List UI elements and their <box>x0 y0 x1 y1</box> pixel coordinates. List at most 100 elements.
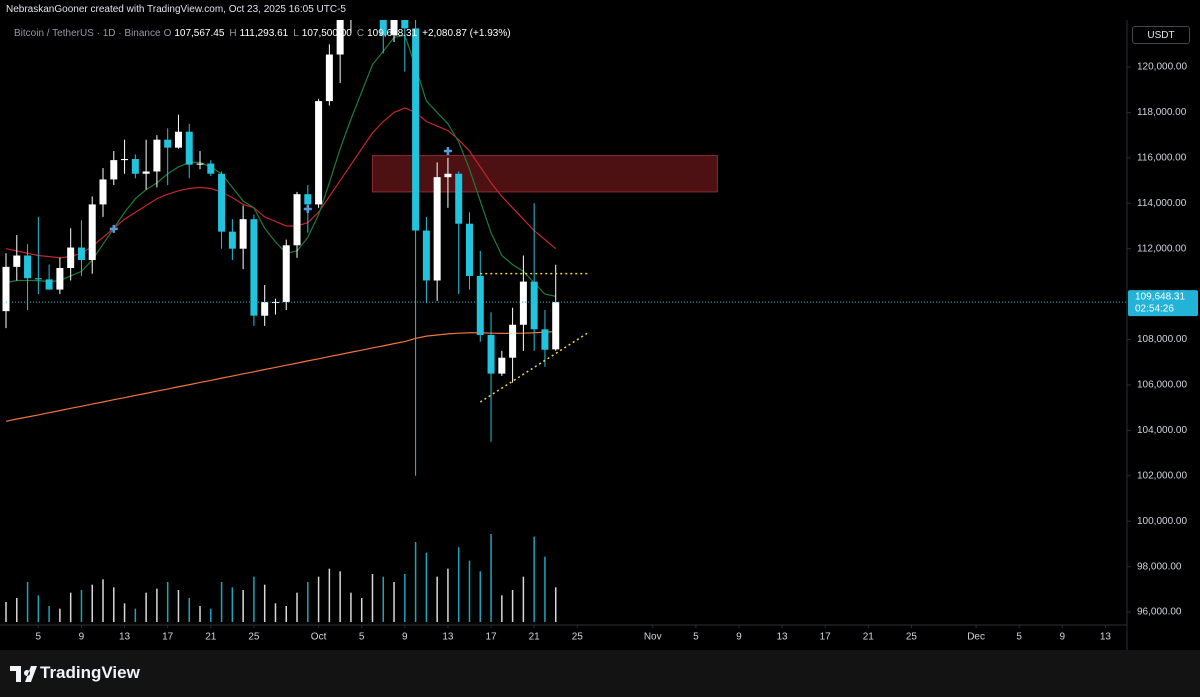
candle-body <box>67 247 75 268</box>
candle-body <box>336 20 344 55</box>
candle-body <box>196 163 204 165</box>
candle-body <box>444 173 452 178</box>
ohlc-value: 109,648.31 <box>367 28 418 39</box>
y-tick-label: 120,000.00 <box>1137 62 1187 73</box>
y-tick-label: 106,000.00 <box>1137 380 1187 391</box>
candle-body <box>465 223 473 276</box>
x-tick-label: 25 <box>572 632 584 643</box>
moving-average <box>5 34 556 297</box>
plot-area <box>2 0 1127 622</box>
ohlc-key: L <box>293 28 299 39</box>
candle-body <box>174 131 182 148</box>
candle-body <box>261 302 269 316</box>
candle-body <box>476 275 484 335</box>
candle-body <box>304 194 312 205</box>
credit: NebraskanGooner created with TradingView… <box>6 4 346 15</box>
signal-marker <box>109 224 118 233</box>
y-tick-label: 98,000.00 <box>1137 561 1182 572</box>
candle-body <box>164 139 172 148</box>
logo-shape <box>10 666 37 682</box>
y-tick-label: 96,000.00 <box>1137 607 1182 618</box>
x-tick-label: 25 <box>248 632 260 643</box>
countdown: 02:54:26 <box>1135 304 1174 315</box>
x-tick-label: 21 <box>205 632 217 643</box>
supply-zone <box>371 155 718 193</box>
last-price-box <box>1128 290 1198 317</box>
ohlc-value: 107,567.45 <box>174 28 225 39</box>
candle-body <box>110 160 118 180</box>
x-tick-label: 17 <box>162 632 174 643</box>
x-tick-label: 5 <box>359 632 365 643</box>
y-tick-label: 118,000.00 <box>1137 107 1187 118</box>
candle-body <box>412 28 420 231</box>
brand: TradingView <box>40 663 140 682</box>
legend: Bitcoin / TetherUS · 1D · Binance O 107,5… <box>14 28 513 39</box>
x-tick-label: 13 <box>777 632 789 643</box>
candle-body <box>153 139 161 172</box>
candle-body <box>218 173 226 232</box>
trend-line <box>479 332 589 403</box>
footer: TradingView <box>0 650 1200 697</box>
candle-body <box>142 171 150 174</box>
x-tick-label: 13 <box>442 632 454 643</box>
candle-body <box>541 329 549 350</box>
candle-body <box>13 255 21 267</box>
candle-body <box>293 194 301 246</box>
candle-body <box>487 334 495 374</box>
signal-marker <box>443 147 452 156</box>
ohlc-key: O <box>163 28 172 39</box>
y-tick-label: 102,000.00 <box>1137 470 1187 481</box>
candle-body <box>207 163 215 174</box>
candle-body <box>530 281 538 330</box>
x-tick-label: 5 <box>693 632 699 643</box>
candle-body <box>88 204 96 261</box>
candle-body <box>250 219 258 316</box>
symbol: Bitcoin / TetherUS · 1D · Binance <box>14 28 161 39</box>
ohlc-value: 107,500.00 <box>301 28 352 39</box>
x-tick-label: 25 <box>906 632 918 643</box>
change: +2,080.87 (+1.93%) <box>422 28 511 39</box>
candle-body <box>121 158 129 161</box>
candle-body <box>185 131 193 165</box>
candle-body <box>315 101 323 205</box>
candle-body <box>228 231 236 249</box>
x-tick-label: 21 <box>529 632 541 643</box>
candle-body <box>401 20 409 29</box>
candle-body <box>455 173 463 224</box>
candle-body <box>358 0 365 13</box>
candle-body <box>24 255 32 279</box>
x-tick-label: 9 <box>402 632 408 643</box>
candle-body <box>498 357 506 374</box>
candle-body <box>390 20 398 36</box>
candle-body <box>552 302 560 350</box>
x-tick-label: Nov <box>644 632 662 643</box>
candle-body <box>519 281 527 325</box>
candle-body <box>282 245 290 303</box>
y-tick-label: 104,000.00 <box>1137 425 1187 436</box>
x-tick-label: 17 <box>820 632 832 643</box>
candle-body <box>325 54 333 102</box>
brand-logo <box>10 666 37 682</box>
candle-body <box>271 302 279 304</box>
candle-body <box>509 324 517 358</box>
candle-body <box>45 279 53 290</box>
x-tick-label: 13 <box>1100 632 1112 643</box>
x-tick-label: Oct <box>311 632 327 643</box>
x-tick-label: 9 <box>1060 632 1066 643</box>
x-tick-label: 9 <box>79 632 85 643</box>
x-tick-label: 21 <box>863 632 875 643</box>
candle-body <box>131 158 139 174</box>
x-tick-label: 13 <box>119 632 131 643</box>
currency-button[interactable]: USDT <box>1132 26 1190 44</box>
candle-body <box>239 219 247 249</box>
candle-body <box>99 179 107 205</box>
ohlc-value: 111,293.61 <box>239 28 289 39</box>
signal-marker <box>303 204 312 213</box>
x-tick-label: 5 <box>1016 632 1022 643</box>
x-tick-label: Dec <box>967 632 985 643</box>
ohlc-key: C <box>356 28 365 39</box>
candle-body <box>422 230 430 281</box>
y-tick-label: 114,000.00 <box>1137 198 1187 209</box>
x-tick-label: 9 <box>736 632 742 643</box>
y-tick-label: 100,000.00 <box>1137 516 1187 527</box>
